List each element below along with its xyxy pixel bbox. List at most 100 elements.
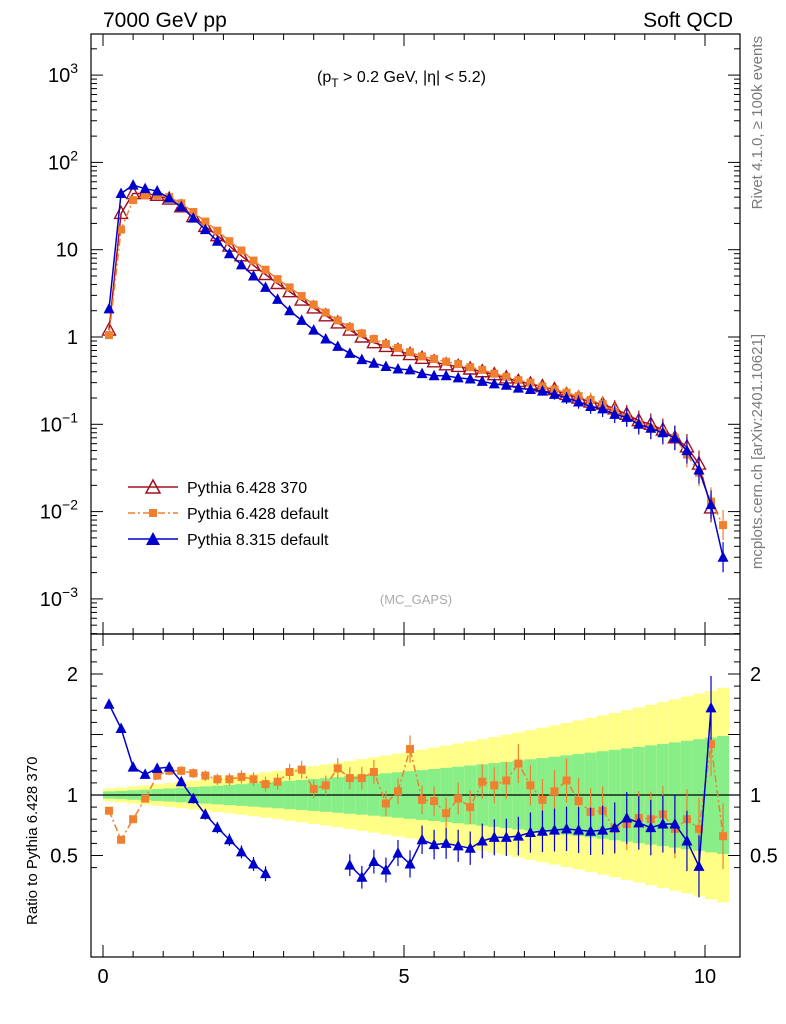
main-point — [719, 521, 728, 530]
main-point — [693, 463, 705, 475]
main-point — [418, 352, 427, 361]
main-point — [380, 360, 392, 371]
main-point — [296, 314, 308, 325]
ratio-y-tick-label-right: 2 — [750, 664, 761, 686]
ratio-point — [105, 806, 114, 815]
ratio-point — [454, 794, 463, 803]
ratio-point — [321, 781, 330, 790]
ratio-y-tick-label-left: 0.5 — [50, 846, 78, 868]
ratio-point — [127, 761, 139, 772]
main-point — [526, 378, 535, 387]
main-point — [597, 402, 609, 414]
main-point — [536, 385, 548, 396]
ratio-point — [466, 803, 475, 812]
analysis-watermark: (MC_GAPS) — [380, 592, 452, 607]
ratio-point — [502, 776, 511, 785]
ratio-point — [333, 764, 342, 773]
ratio-point — [440, 837, 452, 848]
ratio-ylabel: Ratio to Pythia 6.428 370 — [24, 757, 41, 925]
x-tick-label: 10 — [694, 966, 716, 988]
main-point — [452, 371, 464, 383]
header-left: 7000 GeV pp — [103, 9, 227, 32]
main-point — [549, 388, 560, 399]
ratio-point — [369, 768, 378, 777]
main-point — [500, 379, 512, 390]
main-point — [645, 422, 657, 433]
main-point — [333, 316, 342, 325]
main-point — [332, 340, 344, 351]
main-point — [573, 396, 585, 407]
ratio-point — [464, 842, 476, 853]
ratio-point — [309, 784, 318, 793]
ratio-point — [381, 799, 390, 808]
ratio-point — [573, 824, 585, 835]
main-point — [272, 293, 284, 304]
legend-label-p6-default: Pythia 6.428 default — [187, 506, 329, 523]
ratio-point — [393, 787, 402, 796]
ratio-point — [430, 797, 439, 806]
ratio-point — [488, 831, 500, 842]
legend-label-p8: Pythia 8.315 default — [187, 532, 329, 549]
ratio-point — [705, 701, 717, 713]
main-y-tick-label: 10−2 — [40, 497, 78, 524]
main-point — [514, 376, 523, 385]
main-y-tick-exponent: 3 — [70, 60, 78, 76]
main-point — [308, 324, 320, 335]
ratio-point — [357, 774, 366, 783]
main-point — [404, 363, 416, 375]
ratio-point — [175, 775, 187, 787]
main-point — [633, 418, 645, 429]
main-y-tick-exponent: −2 — [62, 497, 78, 513]
legend-marker-p8 — [146, 532, 160, 545]
ratio-point — [693, 860, 705, 871]
main-y-tick-label: 10 — [56, 240, 78, 262]
ratio-point — [153, 771, 162, 780]
ratio-point — [609, 821, 621, 833]
ratio-point — [237, 772, 246, 781]
main-panel-series — [101, 179, 729, 573]
ratio-point — [297, 765, 306, 774]
ratio-point — [199, 808, 211, 819]
side-label-mcplots: mcplots.cern.ch [arXiv:2401.10621] — [749, 334, 766, 569]
main-point — [476, 375, 488, 386]
main-point — [273, 275, 282, 284]
ratio-point — [404, 857, 416, 869]
main-line — [108, 184, 724, 558]
ratio-point — [418, 795, 427, 804]
main-y-tick-label: 103 — [48, 60, 78, 87]
ratio-point — [249, 775, 258, 784]
ratio-point — [645, 821, 657, 833]
main-point — [235, 258, 247, 270]
main-point — [139, 182, 151, 194]
main-y-tick-label: 10−3 — [40, 584, 78, 611]
ratio-point — [490, 781, 499, 790]
main-point — [297, 291, 306, 300]
main-point — [284, 304, 296, 316]
ratio-point — [273, 777, 282, 786]
ratio-point — [187, 792, 199, 804]
ratio-point — [512, 830, 524, 841]
ratio-point — [526, 781, 535, 790]
main-point — [105, 331, 114, 340]
ratio-point — [476, 834, 488, 846]
main-point — [187, 212, 199, 223]
ratio-point — [681, 834, 693, 846]
ratio-point — [719, 832, 728, 841]
ratio-point — [500, 831, 512, 842]
ratio-point — [103, 698, 115, 709]
ratio-point — [213, 775, 222, 784]
ratio-point — [657, 818, 669, 829]
ratio-point — [345, 774, 354, 783]
main-point — [585, 400, 597, 411]
legend-label-p6-370: Pythia 6.428 370 — [187, 480, 307, 497]
side-label-rivet: Rivet 4.1.0, ≥ 100k events — [749, 36, 766, 209]
main-point — [381, 340, 390, 349]
main-point — [151, 185, 163, 196]
main-point — [321, 308, 330, 317]
main-point — [416, 367, 428, 379]
main-point — [368, 357, 380, 368]
main-point — [248, 269, 259, 281]
ratio-point — [285, 768, 294, 777]
ratio-point — [514, 759, 523, 768]
